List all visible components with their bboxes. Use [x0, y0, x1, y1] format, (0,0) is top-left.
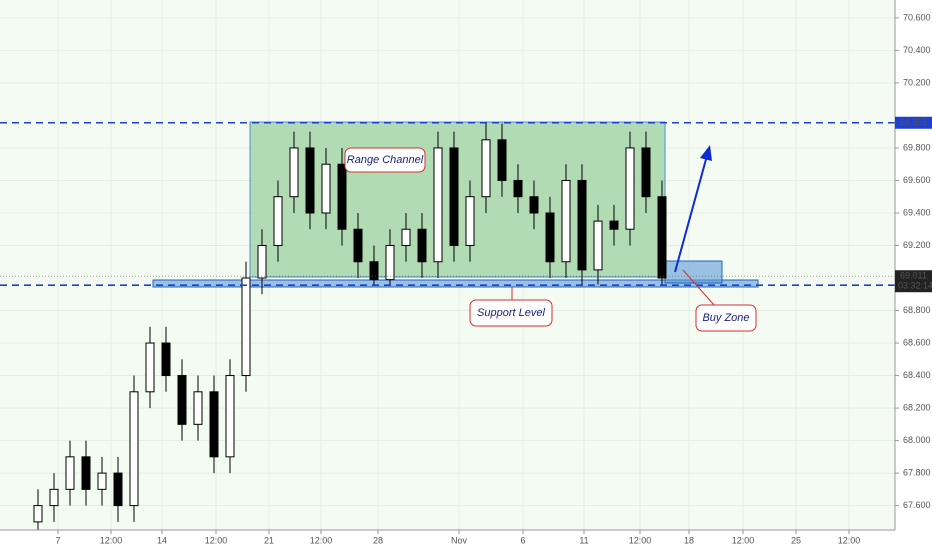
- annotation: Support Level: [477, 307, 545, 319]
- candle-body: [273, 196, 283, 246]
- annotation-box: [344, 147, 426, 173]
- last-price-label: 69.011: [900, 271, 927, 281]
- candle-body: [193, 391, 203, 425]
- x-tick-label: 11: [579, 535, 588, 545]
- x-tick-label: 12:00: [205, 535, 228, 545]
- x-tick-label: 28: [373, 535, 383, 545]
- candle-body: [593, 220, 603, 271]
- support-zone: [152, 279, 759, 288]
- candle-body: [577, 179, 587, 271]
- arrow-head: [700, 145, 712, 161]
- candle-body: [257, 244, 267, 279]
- annotation: Range Channel: [347, 154, 424, 166]
- y-tick-label: 69.800: [903, 142, 931, 152]
- candle-body: [289, 147, 299, 198]
- y-tick-label: 70.200: [903, 77, 931, 87]
- annotation-box: [469, 299, 553, 327]
- x-tick-label: 6: [520, 535, 525, 545]
- candle-body: [657, 196, 667, 279]
- countdown-label: 03:32:14: [898, 281, 932, 291]
- x-tick-label: 21: [264, 535, 274, 545]
- candle-body: [465, 196, 475, 246]
- x-tick-label: 25: [791, 535, 801, 545]
- last-price-box: [895, 270, 932, 293]
- candle-body: [209, 391, 219, 458]
- x-tick-label: 12:00: [629, 535, 652, 545]
- y-tick-label: 67.600: [903, 500, 931, 510]
- candle-body: [353, 228, 363, 263]
- candle-body: [305, 147, 315, 214]
- candle-body: [497, 139, 507, 181]
- candle-body: [401, 228, 411, 246]
- x-tick-label: 12:00: [838, 535, 861, 545]
- candle-body: [369, 261, 379, 281]
- levels: [0, 121, 895, 286]
- y-tick-label: 70.400: [903, 45, 931, 55]
- x-tick-label: Nov: [451, 535, 468, 545]
- x-tick-label: 12:00: [100, 535, 123, 545]
- candle-body: [65, 456, 75, 490]
- y-tick-label: 69.600: [903, 175, 931, 185]
- buy-zone: [664, 260, 723, 284]
- resistance-label-box: [895, 116, 932, 129]
- candle-body: [417, 228, 427, 263]
- candle-body: [145, 342, 155, 393]
- candle-body: [225, 375, 235, 458]
- candle-body: [113, 472, 123, 507]
- candle-body: [609, 220, 619, 230]
- candle-body: [177, 375, 187, 425]
- resistance-label: 69.955: [900, 117, 928, 127]
- candle-body: [545, 212, 555, 263]
- candle-body: [641, 147, 651, 198]
- candle-body: [561, 179, 571, 263]
- candle-body: [337, 163, 347, 230]
- x-tick-label: 12:00: [310, 535, 333, 545]
- y-tick-label: 68.800: [903, 305, 931, 315]
- y-tick-label: 69.200: [903, 240, 931, 250]
- y-tick-label: 68.600: [903, 337, 931, 347]
- x-tick-label: 18: [684, 535, 694, 545]
- y-tick-label: 70.600: [903, 12, 931, 22]
- x-tick-label: 12:00: [732, 535, 755, 545]
- axes: 67.600 67.800 68.000 68.200 68.400 68.600 68.8…: [55, 12, 932, 545]
- candles: [33, 123, 667, 539]
- y-tick-label: 69.400: [903, 207, 931, 217]
- y-tick-label: 67.800: [903, 467, 931, 477]
- y-tick-label: 68.400: [903, 370, 931, 380]
- x-tick-label: 14: [157, 535, 167, 545]
- candle-body: [433, 147, 443, 263]
- x-axis-area: [0, 530, 932, 550]
- annotation: Buy Zone: [702, 312, 749, 324]
- candle-body: [625, 147, 635, 230]
- candle-body: [129, 391, 139, 507]
- x-tick-label: 7: [55, 535, 60, 545]
- annotation-box: [695, 304, 757, 332]
- candle-body: [81, 456, 91, 490]
- candle-body: [97, 472, 107, 490]
- candle-body: [161, 342, 171, 377]
- candle-body: [321, 163, 331, 214]
- y-tick-label: 68.000: [903, 435, 931, 445]
- candle-body: [481, 139, 491, 198]
- candle-body: [33, 505, 43, 523]
- y-tick-label: 68.200: [903, 402, 931, 412]
- candle-body: [529, 196, 539, 214]
- candle-body: [385, 244, 395, 281]
- candle-body: [449, 147, 459, 246]
- arrow: [674, 151, 709, 273]
- candle-body: [513, 179, 523, 198]
- candle-body: [241, 277, 251, 377]
- annotation-pointer: [682, 269, 715, 306]
- candle-body: [49, 488, 59, 507]
